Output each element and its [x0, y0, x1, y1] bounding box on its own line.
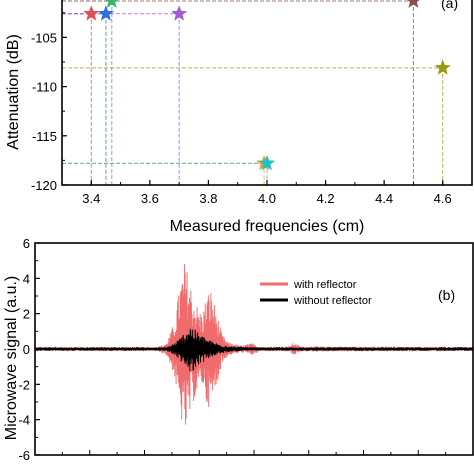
legend-label-with-reflector: with reflector [293, 279, 357, 291]
panel-a-attenuation-chart: 3.4 3.6 3.8 4.0 4.2 4.4 4.6 -105 -110 -115 -120 (a… [5, 0, 473, 235]
series-line-with-reflector [35, 264, 473, 425]
panel-a-x-tick-label: 3.4 [82, 191, 100, 206]
legend-label-without-reflector: without reflector [293, 295, 372, 307]
panel-a-star-marker [258, 154, 276, 171]
panel-a-y-tick-label: -115 [32, 129, 57, 144]
panel-a-guide-lines [62, 0, 444, 185]
panel-a-markers [83, 0, 451, 171]
panel-a-y-tick-label: -105 [31, 30, 57, 45]
panel-a-star-marker [83, 5, 100, 21]
panel-b-y-axis-label: Microwave signal (a.u.) [3, 276, 20, 441]
panel-a-x-axis-label: Measured frequencies (cm) [170, 218, 365, 235]
panel-a-star-marker [434, 59, 451, 75]
panel-a-star-marker [171, 5, 188, 21]
panel-b-ticks: 6 4 2 0 -2 -4 -6 [18, 236, 474, 463]
panel-a-x-tick-label: 4.6 [434, 191, 452, 206]
series-line-without-reflector [35, 328, 473, 371]
panel-a-x-tick-label: 4.2 [317, 191, 335, 206]
panel-b-y-tick-label: -2 [18, 377, 30, 392]
panel-a-x-tick-label: 3.6 [141, 191, 159, 206]
panel-b-tag: (b) [438, 287, 455, 303]
panel-b-y-tick-label: 4 [23, 271, 30, 286]
panel-b-y-tick-label: 2 [23, 307, 30, 322]
panel-a-y-tick-label: -120 [31, 178, 57, 193]
panel-b-y-tick-label: -6 [18, 448, 30, 463]
panel-a-star-marker [97, 5, 115, 21]
panel-a-ticks: 3.4 3.6 3.8 4.0 4.2 4.4 4.6 -105 -110 -115 -120 [31, 12, 473, 206]
panel-a-x-tick-label: 4.0 [258, 191, 276, 206]
panel-a-star-marker [105, 0, 118, 8]
panel-a-y-tick-label: -110 [32, 80, 57, 95]
panel-a-x-tick-label: 4.4 [375, 191, 393, 206]
panel-b-y-tick-label: 0 [23, 342, 30, 357]
panel-b-y-tick-label: 6 [23, 236, 30, 251]
panel-a-x-tick-label: 3.8 [199, 191, 217, 206]
panel-a-y-axis-label: Attenuation (dB) [5, 34, 22, 150]
legend: with reflector without reflector [260, 279, 372, 307]
panel-a-tag: (a) [441, 0, 458, 11]
panel-b-y-tick-label: -4 [18, 413, 30, 428]
panel-b-microwave-chart: 6 4 2 0 -2 -4 -6 (b) with reflector without re… [3, 236, 474, 463]
panel-a-star-marker [407, 0, 420, 8]
